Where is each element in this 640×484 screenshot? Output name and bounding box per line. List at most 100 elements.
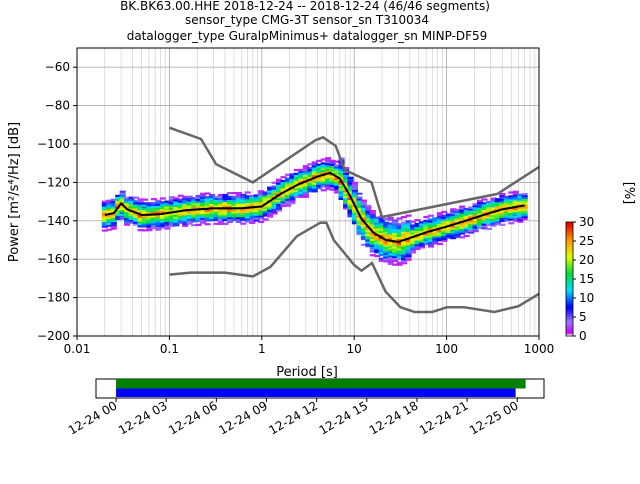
density-cell	[347, 182, 354, 185]
density-cell	[468, 227, 475, 230]
colorbar-swatch	[566, 256, 573, 259]
density-cell	[119, 194, 126, 197]
density-cell	[267, 192, 274, 195]
density-cell	[325, 180, 332, 183]
density-cell	[360, 232, 367, 235]
density-cell	[347, 213, 354, 216]
density-cell	[387, 241, 394, 244]
density-cell	[396, 255, 403, 259]
density-cell	[463, 223, 470, 226]
density-cell	[365, 222, 372, 225]
density-cell	[378, 228, 385, 232]
density-cell	[204, 217, 211, 220]
density-cell	[253, 213, 260, 216]
density-cell	[124, 213, 131, 217]
density-cell	[289, 175, 296, 178]
density-cell	[423, 225, 430, 228]
density-cell	[392, 234, 399, 237]
colorbar-swatch	[566, 284, 573, 287]
density-cell	[325, 159, 332, 162]
density-cell	[155, 207, 162, 210]
density-cell	[177, 211, 184, 215]
density-cell	[369, 232, 376, 236]
density-cell	[512, 207, 519, 211]
density-cell	[137, 205, 144, 209]
density-cell	[106, 201, 113, 204]
density-cell	[101, 210, 108, 213]
density-cell	[365, 241, 372, 244]
density-cell	[409, 228, 417, 231]
density-cell	[378, 242, 385, 245]
density-cell	[418, 242, 425, 245]
density-cell	[289, 188, 296, 191]
density-cell	[159, 214, 166, 217]
density-cell	[258, 215, 265, 218]
density-cell	[325, 157, 332, 160]
density-cell	[405, 249, 412, 252]
density-cell	[213, 213, 220, 216]
density-cell	[155, 228, 162, 231]
density-cell	[168, 201, 175, 205]
colorbar-swatch	[566, 263, 573, 267]
density-cell	[427, 233, 434, 237]
density-cell	[401, 256, 408, 259]
density-cell	[173, 212, 180, 215]
density-cell	[177, 208, 184, 211]
density-cell	[351, 218, 358, 221]
density-cell	[186, 220, 193, 223]
density-cell	[432, 240, 439, 243]
density-cell	[342, 174, 350, 177]
density-cell	[271, 202, 278, 205]
density-cell	[499, 204, 506, 207]
density-cell	[450, 215, 457, 219]
density-cell	[490, 197, 497, 200]
density-cell	[284, 183, 291, 186]
density-cell	[432, 221, 439, 224]
density-cell	[173, 218, 180, 221]
density-cell	[441, 220, 448, 223]
density-cell	[405, 226, 412, 229]
density-cell	[508, 195, 515, 198]
density-cell	[289, 173, 296, 176]
density-cell	[396, 236, 403, 239]
density-cell	[472, 214, 479, 217]
density-cell	[432, 242, 439, 245]
density-cell	[258, 220, 265, 224]
density-cell	[342, 199, 350, 202]
density-cell	[441, 233, 448, 237]
density-cell	[360, 212, 367, 216]
density-cell	[258, 217, 265, 220]
density-cell	[217, 203, 224, 206]
density-cell	[101, 217, 108, 221]
density-cell	[494, 223, 501, 226]
density-cell	[468, 225, 475, 228]
density-cell	[450, 227, 457, 230]
density-cell	[463, 225, 470, 228]
title-line-3: datalogger_type GuralpMinimus+ datalogge…	[127, 29, 488, 43]
density-cell	[133, 215, 140, 218]
density-cell	[481, 209, 488, 213]
density-cell	[494, 198, 501, 201]
density-cell	[490, 203, 497, 206]
density-cell	[378, 234, 385, 237]
density-cell	[351, 185, 358, 188]
density-cell	[258, 203, 265, 206]
density-cell	[115, 196, 122, 199]
density-cell	[200, 198, 207, 201]
y-axis-ticks: −200−180−160−140−120−100−80−60	[37, 60, 77, 343]
density-cell	[200, 221, 207, 224]
density-cell	[141, 202, 149, 205]
density-cell	[106, 220, 113, 224]
density-cell	[396, 223, 403, 226]
density-cell	[365, 227, 372, 231]
density-cell	[423, 223, 430, 226]
density-cell	[110, 217, 117, 221]
density-cell	[159, 201, 166, 204]
density-cell	[396, 250, 403, 253]
density-cell	[387, 247, 394, 250]
density-cell	[334, 168, 341, 171]
density-cell	[302, 174, 309, 177]
density-cell	[168, 197, 175, 201]
density-cell	[463, 234, 470, 238]
density-cell	[275, 192, 283, 195]
